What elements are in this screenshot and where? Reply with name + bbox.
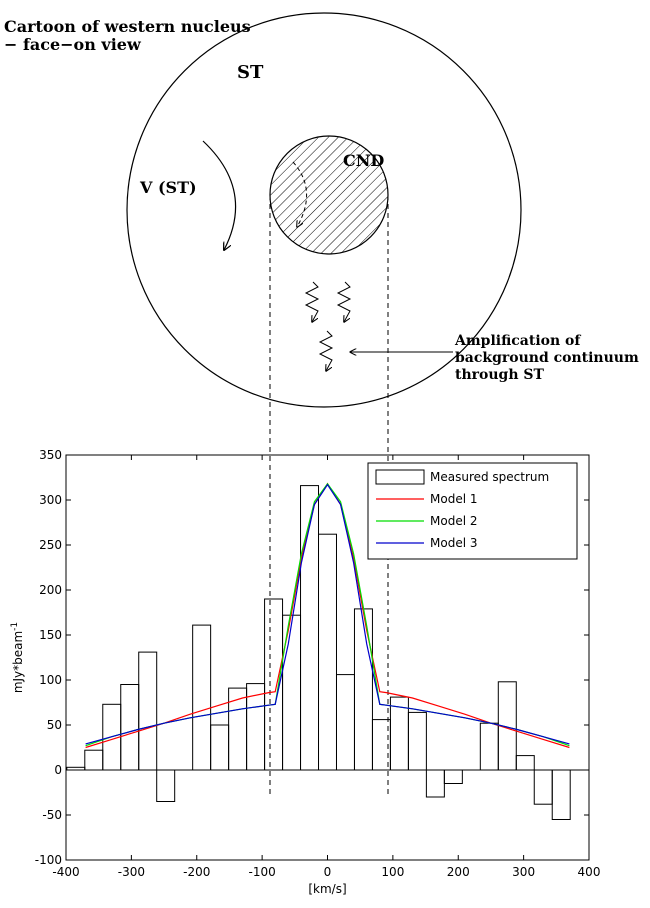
st-label: ST bbox=[237, 62, 264, 83]
spectrum-bar bbox=[551, 769, 571, 820]
zigzag-arrows bbox=[304, 281, 352, 371]
legend: Measured spectrum Model 1 Model 2 Model 3 bbox=[367, 462, 578, 560]
spectrum-bar bbox=[156, 769, 176, 802]
cartoon-title-line1: Cartoon of western nucleus bbox=[4, 17, 251, 36]
cnd-label: CND bbox=[343, 151, 384, 170]
spectrum-bar bbox=[407, 711, 427, 771]
spectrum-bar bbox=[138, 651, 158, 771]
x-tick-label: -200 bbox=[183, 865, 210, 879]
legend-label-model-3: Model 3 bbox=[430, 536, 477, 550]
spectrum-bar bbox=[515, 755, 535, 771]
y-tick-label: -50 bbox=[42, 808, 62, 822]
x-tick-label: -300 bbox=[118, 865, 145, 879]
x-tick-label: 0 bbox=[324, 865, 332, 879]
spectrum-bar bbox=[353, 608, 373, 771]
y-tick-label: 200 bbox=[39, 583, 62, 597]
spectrum-bar bbox=[425, 769, 445, 798]
x-axis-label: [km/s] bbox=[308, 882, 346, 896]
zigzag-arrow-right bbox=[336, 281, 352, 322]
x-tick-label: -400 bbox=[52, 865, 79, 879]
spectrum-bar bbox=[443, 769, 463, 784]
spectrum-chart: -400 -300 -200 -100 0 100 200 300 400 -100 -50 0 50… bbox=[10, 448, 600, 896]
legend-label-model-2: Model 2 bbox=[430, 514, 477, 528]
amplification-line3: through ST bbox=[455, 367, 544, 383]
amplification-line2: background continuum bbox=[455, 350, 639, 366]
y-axis-ticks: -100 -50 0 50 100 150 200 250 300 350 bbox=[35, 448, 589, 867]
spectrum-bar bbox=[335, 674, 355, 771]
x-tick-label: 300 bbox=[512, 865, 535, 879]
st-rotation-arrow bbox=[202, 140, 237, 250]
velocity-label: V (ST) bbox=[139, 178, 197, 197]
zigzag-arrow-bottom bbox=[318, 330, 334, 371]
spectrum-bar bbox=[228, 687, 248, 771]
y-tick-label: 250 bbox=[39, 538, 62, 552]
spectrum-bar bbox=[318, 533, 337, 771]
y-tick-label: 300 bbox=[39, 493, 62, 507]
x-axis-ticks: -400 -300 -200 -100 0 100 200 300 400 bbox=[52, 455, 600, 879]
zigzag-arrow-left bbox=[304, 281, 320, 322]
spectrum-bar bbox=[192, 624, 212, 771]
model-3-line bbox=[85, 483, 570, 745]
y-tick-label: 150 bbox=[39, 628, 62, 642]
x-tick-label: -100 bbox=[249, 865, 276, 879]
starburst-ring bbox=[126, 12, 522, 408]
amplification-line1: Amplification of bbox=[454, 333, 581, 349]
cartoon-title-line2: − face−on view bbox=[4, 35, 142, 54]
y-tick-label: 350 bbox=[39, 448, 62, 462]
spectrum-bar bbox=[282, 614, 302, 771]
spectrum-bar bbox=[210, 724, 230, 771]
y-axis-label: mJy*beam-1 bbox=[10, 622, 25, 693]
spectrum-bar bbox=[479, 722, 499, 771]
y-tick-label: -100 bbox=[35, 853, 62, 867]
y-tick-label: 0 bbox=[54, 763, 62, 777]
cartoon: Cartoon of western nucleus − face−on vie… bbox=[4, 12, 639, 795]
spectrum-bar bbox=[533, 769, 553, 805]
x-tick-label: 200 bbox=[447, 865, 470, 879]
y-axis-label-superscript: -1 bbox=[10, 622, 20, 631]
legend-swatch-measured bbox=[375, 469, 425, 485]
y-tick-label: 50 bbox=[47, 718, 62, 732]
x-tick-label: 100 bbox=[381, 865, 404, 879]
y-axis-label-main: mJy*beam bbox=[11, 631, 25, 693]
spectrum-bar bbox=[120, 684, 140, 771]
spectrum-bar bbox=[84, 749, 104, 771]
y-tick-label: 100 bbox=[39, 673, 62, 687]
x-tick-label: 400 bbox=[578, 865, 601, 879]
legend-label-measured: Measured spectrum bbox=[430, 470, 549, 484]
model-lines bbox=[85, 482, 570, 749]
legend-label-model-1: Model 1 bbox=[430, 492, 477, 506]
